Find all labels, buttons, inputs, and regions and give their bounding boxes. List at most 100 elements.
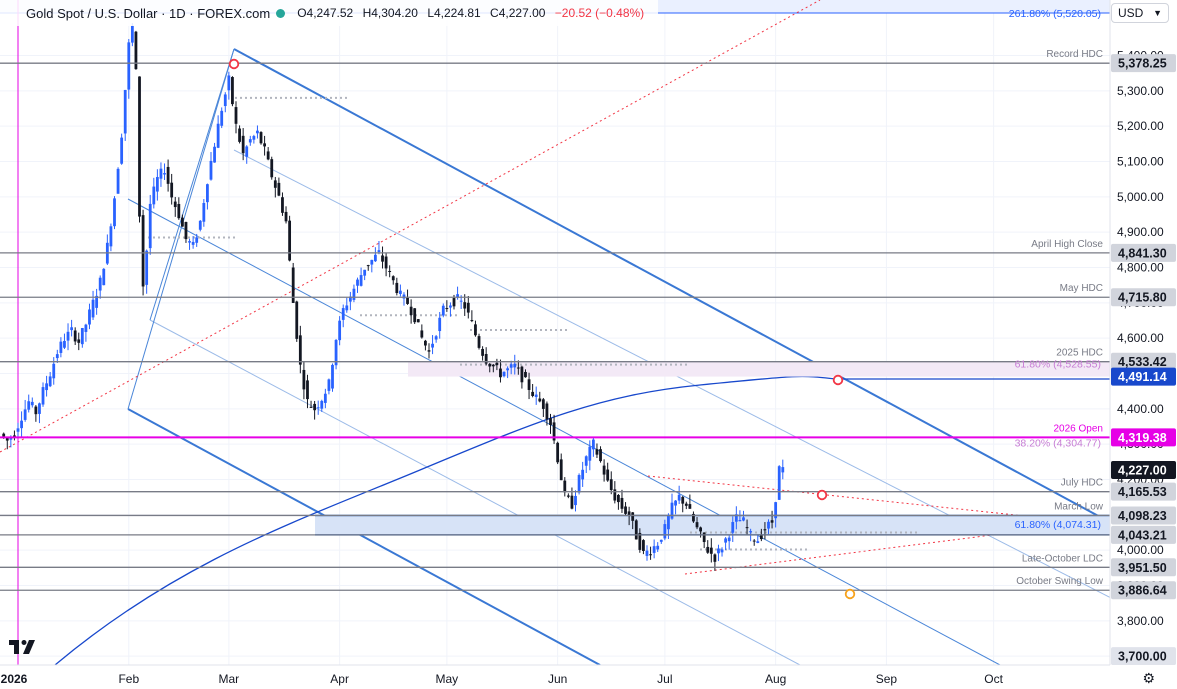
level-tag bbox=[1111, 428, 1176, 447]
candle-body bbox=[663, 524, 667, 539]
candle-body bbox=[645, 550, 649, 556]
level-tag bbox=[1111, 525, 1176, 544]
candle-body bbox=[624, 506, 627, 514]
level-label: April High Close bbox=[1031, 239, 1103, 250]
candle-body bbox=[348, 296, 352, 302]
candle-body bbox=[745, 527, 749, 529]
level-tag bbox=[1111, 581, 1176, 600]
price-axis: 5,400.005,300.005,200.005,100.005,000.00… bbox=[1109, 0, 1177, 689]
candle-body bbox=[759, 535, 763, 540]
level-label: 2026 Open bbox=[1054, 423, 1104, 434]
change-value: −20.52 (−0.48%) bbox=[554, 6, 645, 20]
candle-body bbox=[709, 547, 713, 554]
candle-body bbox=[777, 466, 781, 500]
candle-body bbox=[584, 456, 588, 466]
symbol-title[interactable]: Gold Spot / U.S. Dollar · 1D · FOREX.com bbox=[26, 5, 271, 21]
candle-body bbox=[173, 201, 177, 208]
candle-body bbox=[155, 177, 159, 192]
time-tick-label: May bbox=[436, 672, 459, 686]
candle-body bbox=[702, 532, 706, 543]
candle-body bbox=[381, 255, 384, 262]
candle-body bbox=[334, 339, 338, 366]
candle-body bbox=[606, 469, 610, 481]
candle-body bbox=[631, 512, 635, 521]
candle-body bbox=[656, 545, 660, 550]
candle-body bbox=[141, 215, 145, 287]
candle-body bbox=[259, 132, 263, 144]
tradingview-logo bbox=[9, 640, 35, 654]
gear-icon[interactable]: ⚙ bbox=[1142, 670, 1155, 686]
candle-body bbox=[245, 146, 249, 157]
candle-body bbox=[470, 320, 474, 322]
candle-body bbox=[341, 308, 345, 320]
candle-body bbox=[34, 406, 38, 415]
candle-body bbox=[91, 299, 95, 318]
candle-body bbox=[491, 364, 495, 367]
horizontal-levels: Record HDC April High Close May HDC 2025 HD… bbox=[0, 8, 1110, 591]
candle-body bbox=[717, 548, 720, 554]
candle-body bbox=[720, 549, 724, 553]
candle-body bbox=[227, 75, 231, 91]
candle-body bbox=[195, 237, 199, 243]
candle-body bbox=[2, 433, 6, 437]
candle-body bbox=[41, 387, 45, 405]
candle-body bbox=[163, 173, 166, 175]
level-marker bbox=[832, 374, 844, 386]
level-tag bbox=[1111, 243, 1176, 262]
candle-body bbox=[413, 308, 417, 323]
candle-body bbox=[202, 203, 206, 222]
candle-body bbox=[402, 294, 406, 299]
candle-body bbox=[563, 480, 567, 493]
level-marker bbox=[816, 489, 828, 501]
channel-lower-line bbox=[127, 408, 601, 665]
candle-body bbox=[545, 403, 549, 420]
candle-body bbox=[198, 220, 202, 230]
candle-body bbox=[73, 330, 77, 342]
level-label: July HDC bbox=[1061, 478, 1103, 489]
candle-body bbox=[602, 465, 606, 475]
markers bbox=[228, 58, 856, 600]
level-tag-label: 4,533.42 bbox=[1118, 355, 1167, 369]
candle-body bbox=[734, 514, 738, 522]
level-tag-label: 4,319.38 bbox=[1118, 431, 1167, 445]
time-tick-label: Apr bbox=[330, 672, 349, 686]
candle-body bbox=[295, 301, 299, 339]
time-axis: 2026 Feb Mar Apr May Jun Jul Aug Sep Oct bbox=[0, 664, 1177, 689]
candle-body bbox=[238, 128, 241, 142]
candle-body bbox=[384, 256, 388, 269]
candle-body bbox=[27, 401, 31, 410]
price-tick-label: 4,000.00 bbox=[1117, 543, 1164, 557]
candle-body bbox=[320, 400, 324, 409]
candle-body bbox=[499, 368, 502, 378]
candle-body bbox=[616, 494, 620, 503]
candle-body bbox=[327, 379, 331, 391]
candle-body bbox=[123, 89, 127, 134]
candle-body bbox=[531, 391, 535, 396]
candle-body bbox=[252, 136, 256, 140]
time-tick-label: Sep bbox=[876, 672, 898, 686]
pitchfork-arm bbox=[149, 48, 235, 321]
candle-body bbox=[677, 494, 681, 501]
time-tick-label: Mar bbox=[219, 672, 240, 686]
candle-body bbox=[688, 504, 692, 509]
candle-body bbox=[652, 546, 656, 553]
candle-body bbox=[291, 267, 295, 303]
level-tag-label: 4,165.53 bbox=[1118, 485, 1167, 499]
candle-body bbox=[281, 197, 284, 213]
candle-body bbox=[527, 379, 531, 390]
level-tag bbox=[1111, 54, 1176, 73]
candle-body bbox=[642, 540, 645, 551]
currency-selector[interactable]: USD ▼ bbox=[1111, 3, 1169, 23]
candle-body bbox=[781, 467, 785, 473]
candle-body bbox=[749, 531, 753, 533]
candle-body bbox=[588, 446, 592, 461]
candle-body bbox=[38, 403, 41, 414]
level-marker bbox=[844, 588, 856, 600]
candle-body bbox=[559, 459, 563, 481]
candle-body bbox=[191, 241, 195, 245]
fib-label: 61.80% (4,528.55) bbox=[1015, 358, 1101, 370]
candle-body bbox=[477, 336, 481, 348]
candles bbox=[2, 23, 785, 571]
candle-body bbox=[466, 302, 470, 313]
